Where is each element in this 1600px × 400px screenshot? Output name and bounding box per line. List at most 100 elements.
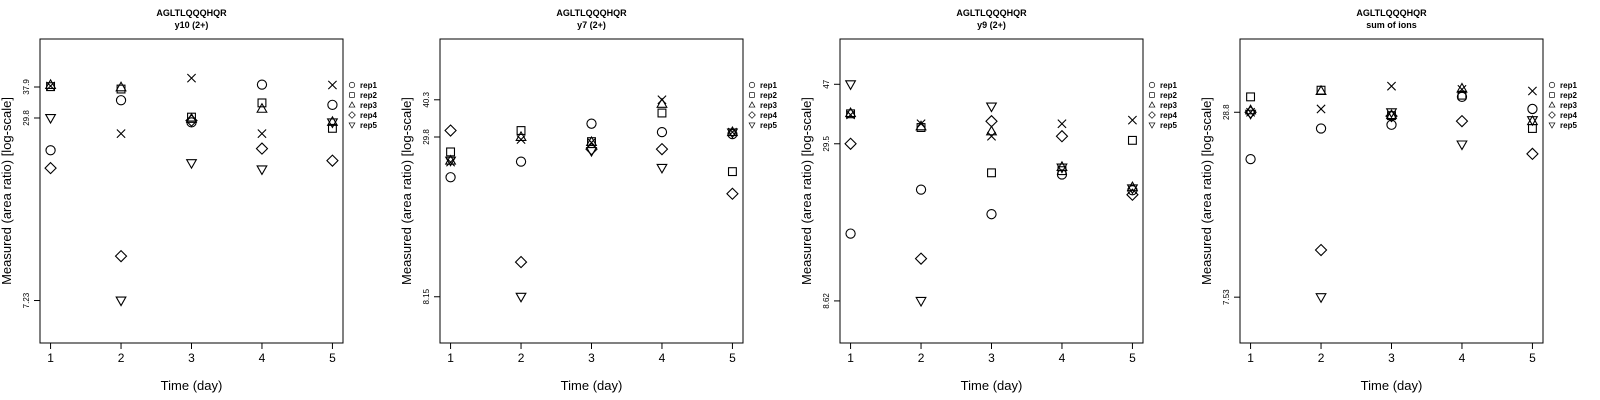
legend-item: rep5 [1148,121,1177,130]
legend-marker [1549,92,1555,98]
x-tick-label: 3 [1388,351,1395,365]
data-point [257,98,267,108]
series-rep5 [844,80,1139,308]
x-tick-label: 5 [1129,351,1136,365]
data-point [516,134,526,145]
legend-marker [1548,81,1556,89]
x-tick-label: 3 [188,351,195,365]
x-tick-label: 4 [1059,351,1066,365]
y-tick-label: 7.53 [1222,289,1231,305]
series-unlabeled [846,110,1137,141]
x-axis-label: Time (day) [161,378,223,393]
series-rep2 [46,82,337,133]
legend-label: rep3 [760,101,777,110]
series-rep5 [1244,108,1539,304]
series-rep2 [846,109,1137,178]
legend-label: rep3 [1160,101,1177,110]
data-point [515,130,527,141]
data-point [985,114,998,128]
data-point [1056,169,1068,180]
x-tick-label: 3 [988,351,995,365]
series-unlabeled [1246,81,1537,117]
data-point [727,167,737,177]
data-point [46,81,56,91]
data-point [1315,123,1327,134]
data-point [985,102,998,113]
legend-item: rep5 [1548,121,1577,130]
data-point [115,95,127,106]
x-axis-label: Time (day) [961,378,1023,393]
data-point [726,125,739,137]
y-tick-label: 40.3 [422,91,431,107]
legend-item: rep2 [749,91,777,100]
x-tick-label: 4 [259,351,266,365]
legend-label: rep1 [360,81,377,90]
legend-label: rep1 [1560,81,1577,90]
legend-marker [1148,81,1156,89]
data-point [1056,163,1068,174]
data-point [186,73,197,83]
data-point [585,146,598,158]
data-point [446,157,456,167]
y-tick-label: 8.15 [422,288,431,304]
x-tick-label: 1 [1247,351,1254,365]
data-point [1126,184,1139,195]
y-tick-label: 8.62 [822,293,831,309]
data-point [115,81,127,92]
data-point [656,163,668,175]
chart-title: AGLTLQQQHQR [156,8,227,18]
legend-item: rep1 [1548,81,1577,90]
legend-marker [348,122,356,129]
chart-subtitle: y9 (2+) [977,20,1006,30]
data-point [987,168,996,178]
legend-label: rep2 [1160,91,1177,100]
data-point [185,114,198,127]
data-point [116,129,126,139]
legend-item: rep2 [1149,91,1177,100]
data-point [586,137,597,148]
data-point [1385,108,1398,119]
legend-label: rep5 [1160,121,1177,130]
legend-label: rep4 [360,111,377,120]
y-tick-label: 28.8 [1222,104,1231,120]
series-rep1 [445,118,738,183]
data-point [515,156,527,167]
data-point [1126,188,1139,201]
data-point [115,296,127,307]
data-point [1246,92,1256,102]
data-point [1056,160,1068,171]
legend-label: rep1 [1160,81,1177,90]
chart-subtitle: y10 (2+) [175,20,209,30]
series-rep3 [1244,82,1539,126]
data-point [114,249,128,263]
legend-marker [748,122,756,129]
legend-label: rep5 [1560,121,1577,130]
x-axis-label: Time (day) [1361,378,1423,393]
data-point [255,142,269,155]
data-point [1127,135,1137,145]
y-tick-label: 29.5 [822,135,831,151]
data-point [657,108,667,118]
legend-marker [1548,122,1556,129]
legend-item: rep4 [1148,111,1177,120]
legend-label: rep4 [760,111,777,120]
x-tick-label: 1 [847,351,854,365]
data-point [44,161,57,175]
legend-marker [749,92,755,98]
series-rep1 [1245,91,1538,165]
data-point [1315,84,1327,96]
data-point [726,187,739,201]
x-tick-label: 4 [1459,351,1466,365]
legend-label: rep4 [1160,111,1177,120]
legend-marker [348,81,356,89]
y-axis-label: Measured (area ratio) [log-scale] [399,97,414,285]
data-point [1526,147,1539,161]
x-tick-label: 2 [918,351,925,365]
data-point [915,184,927,195]
data-point [514,255,528,269]
data-point [1455,114,1469,128]
legend-label: rep2 [360,91,377,100]
data-point [846,110,856,120]
data-point [1127,115,1137,125]
